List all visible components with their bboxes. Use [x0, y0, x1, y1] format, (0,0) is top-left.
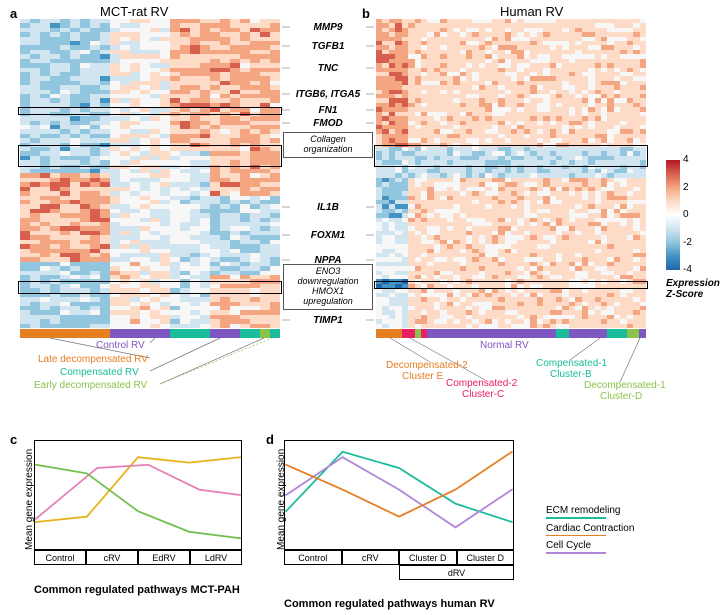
xaxis-cell: Cluster D [399, 550, 457, 565]
chart-d-caption: Common regulated pathways human RV [284, 598, 495, 610]
group-label: Late decompensated RV [38, 354, 148, 365]
panel-d-label: d [266, 432, 274, 447]
group-label: Cluster-C [462, 389, 504, 400]
panel-c-label: c [10, 432, 17, 447]
gene-label: ITGB6, ITGA5 [293, 89, 363, 100]
legend-item: ECM remodeling [546, 505, 634, 519]
callout-box: ENO3 downregulationHMOX1 upregulation [283, 264, 373, 310]
xaxis-cell: Control [284, 550, 342, 565]
callout-box: Collagenorganization [283, 132, 373, 158]
gene-label: IL1B [293, 202, 363, 213]
gene-label: TGFB1 [293, 41, 363, 52]
legend-item: Cell Cycle [546, 540, 634, 554]
gene-label: FN1 [293, 105, 363, 116]
gene-label: MMP9 [293, 22, 363, 33]
group-label: Decompensated-1 [584, 380, 666, 391]
xaxis-cell: Control [34, 550, 86, 565]
xaxis-cell: cRV [86, 550, 138, 565]
xaxis-cell: LdRV [190, 550, 242, 565]
gene-label: TNC [293, 63, 363, 74]
group-label: Control RV [96, 340, 145, 351]
group-label: Cluster E [402, 371, 443, 382]
chart-c-ylabel: Mean gene expression [24, 449, 35, 550]
group-label: Decompensated-2 [386, 360, 468, 371]
chart-d [284, 440, 514, 550]
chart-d-legend: ECM remodeling Cardiac Contraction Cell Cy… [546, 505, 634, 558]
gene-label: FOXM1 [293, 230, 363, 241]
xaxis-subgroup: dRV [399, 565, 514, 580]
chart-c [34, 440, 242, 550]
group-label: Early decompensated RV [34, 380, 147, 391]
gene-label: TIMP1 [293, 315, 363, 326]
gene-label: FMOD [293, 118, 363, 129]
xaxis-cell: EdRV [138, 550, 190, 565]
chart-d-ylabel: Mean gene expression [276, 449, 287, 550]
chart-c-caption: Common regulated pathways MCT-PAH [34, 584, 240, 596]
xaxis-cell: cRV [342, 550, 400, 565]
group-label: Compensated-1 [536, 358, 607, 369]
legend-item: Cardiac Contraction [546, 523, 634, 537]
group-label: Normal RV [480, 340, 529, 351]
group-label: Cluster-D [600, 391, 642, 402]
group-label: Compensated RV [60, 367, 139, 378]
xaxis-cell: Cluster D [457, 550, 515, 565]
colorbar: 420-2-4ExpressionZ-Score [666, 160, 680, 270]
group-label: Compensated-2 [446, 378, 517, 389]
group-label: Cluster-B [550, 369, 592, 380]
